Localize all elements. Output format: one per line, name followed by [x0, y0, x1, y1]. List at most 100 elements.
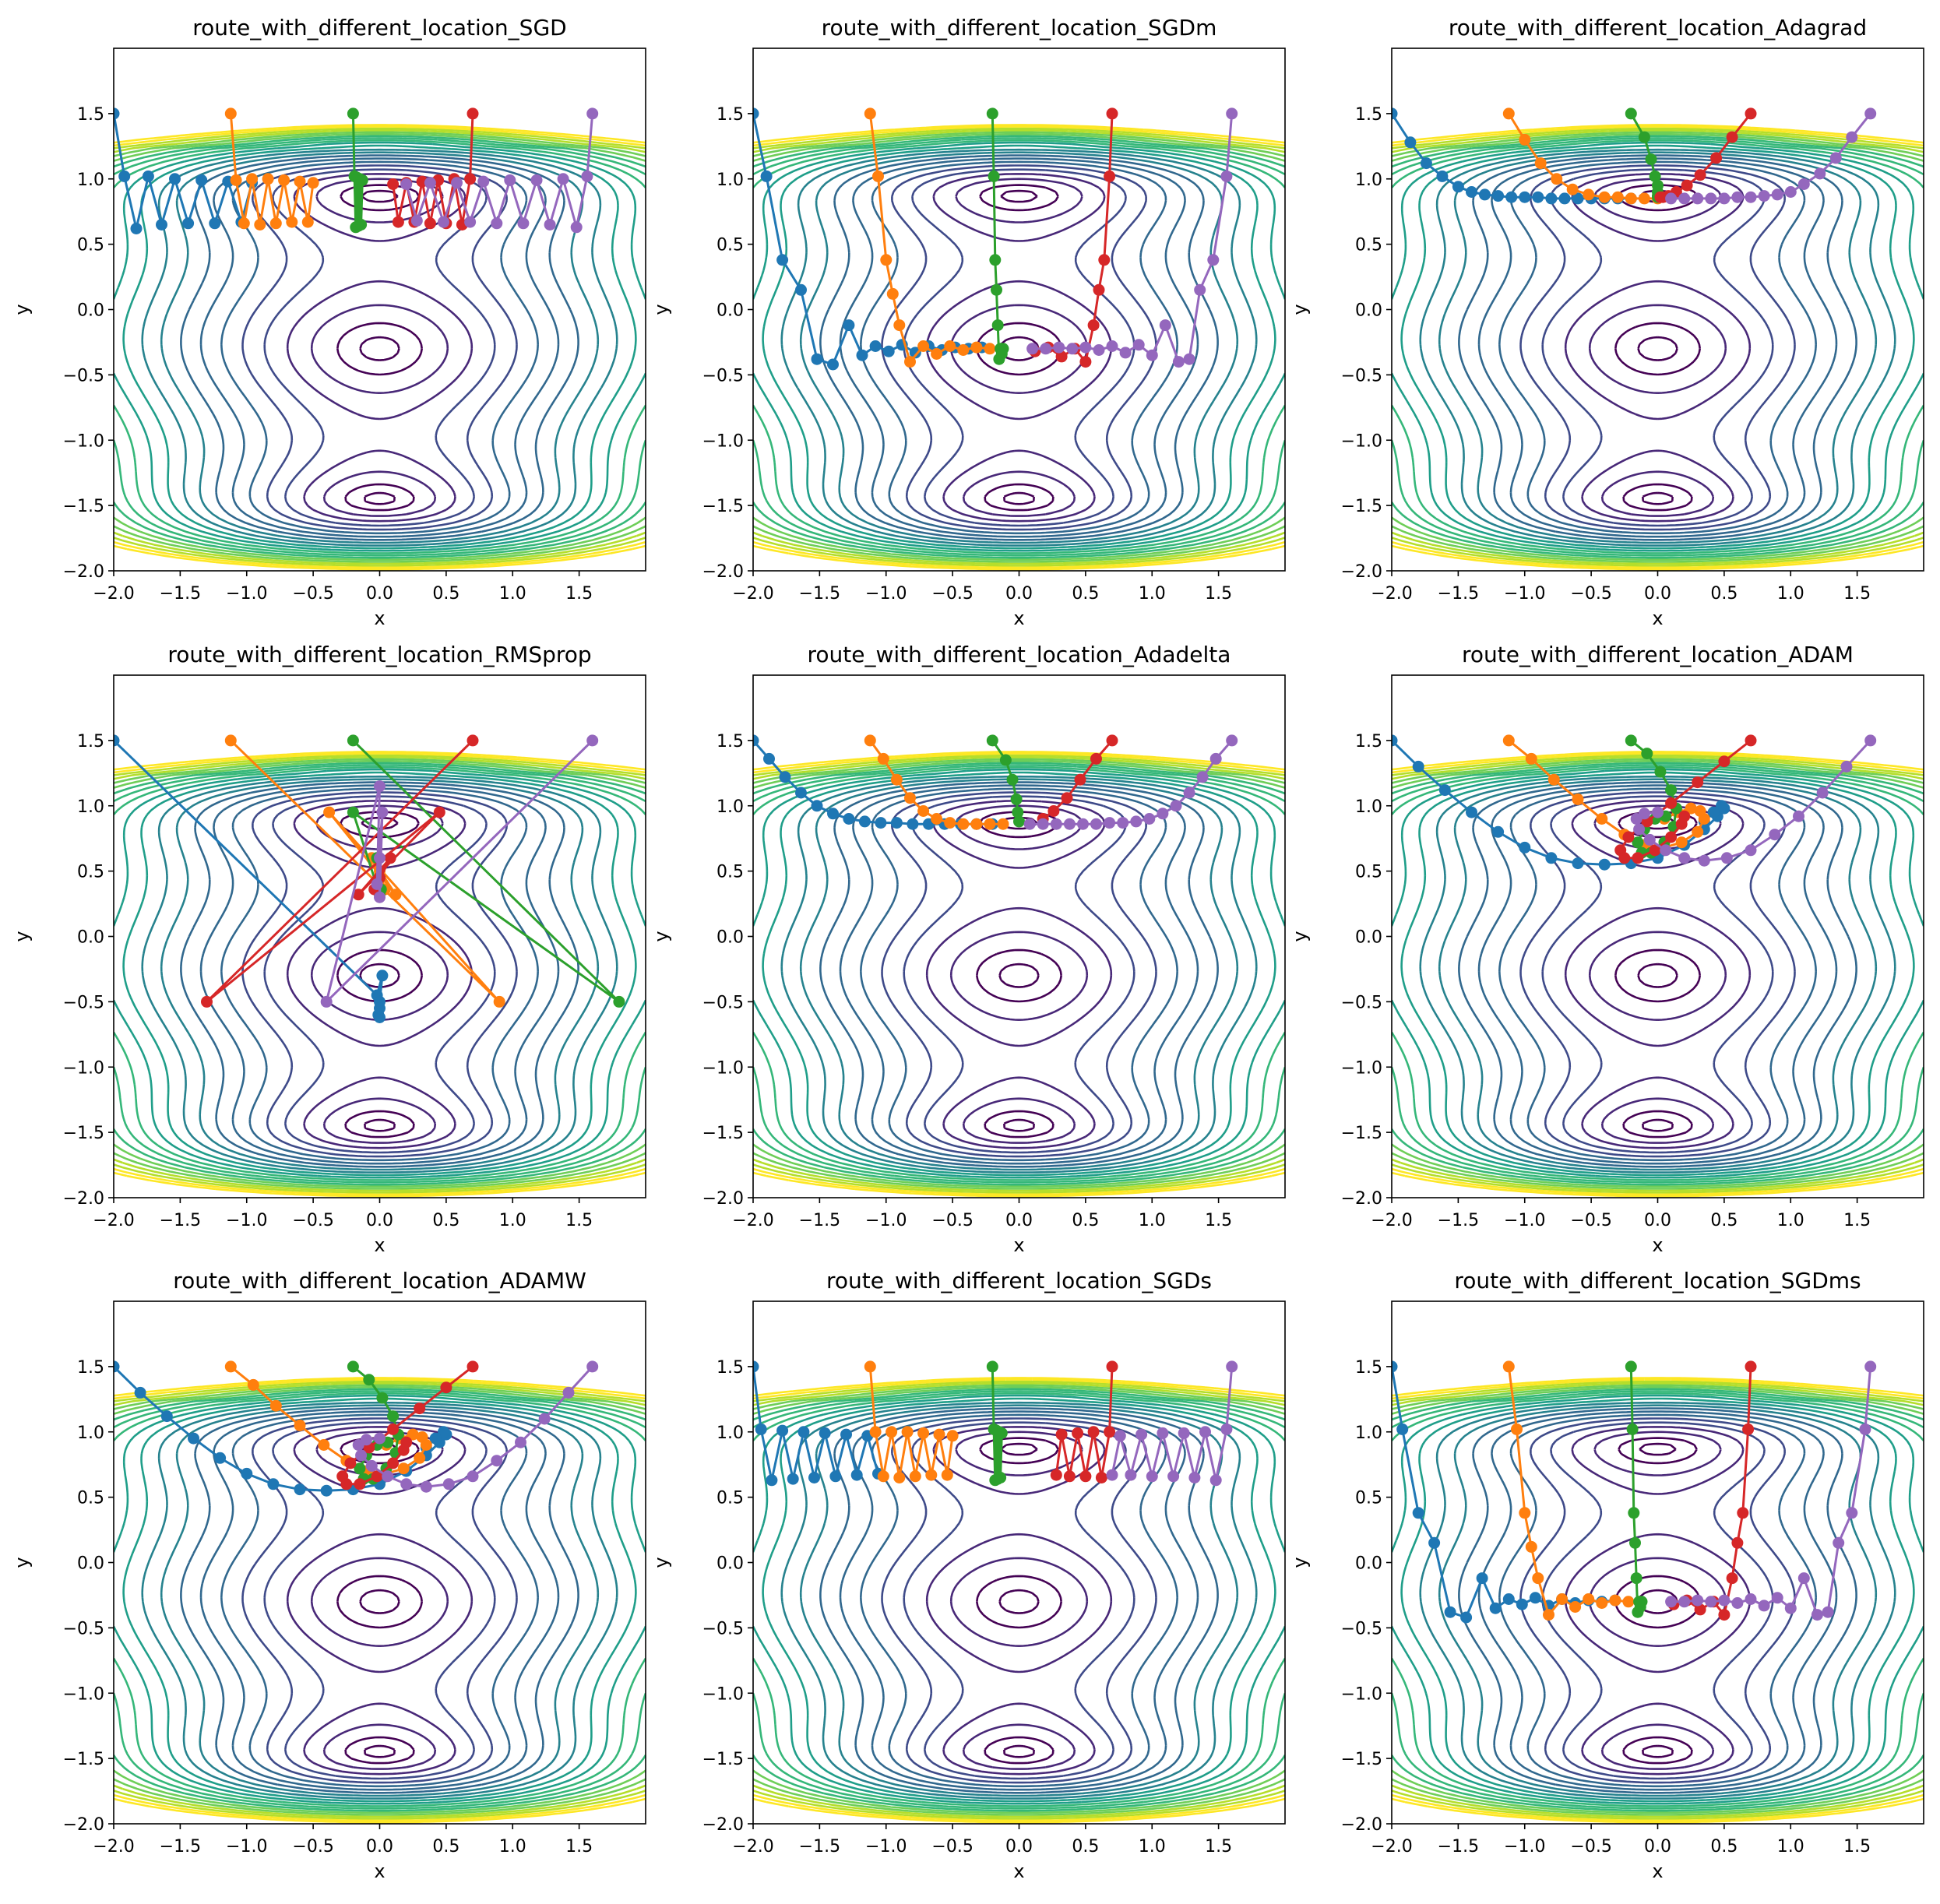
subplot-title: route_with_different_location_ADAMW	[173, 1268, 586, 1293]
y-axis-label: y	[650, 1557, 672, 1568]
contour-line	[1392, 758, 1924, 1190]
route-point	[1412, 760, 1424, 773]
contour-line	[753, 1392, 1285, 1807]
route-point	[201, 995, 213, 1008]
route-point	[557, 173, 569, 185]
route-point	[1745, 844, 1757, 857]
contour-line	[753, 751, 1285, 1198]
x-tick-label: 0.0	[366, 584, 393, 604]
x-axis-label: x	[374, 607, 385, 629]
x-tick-label: 1.0	[1777, 1837, 1804, 1856]
route-point	[467, 1360, 479, 1373]
route-point	[491, 217, 503, 230]
route-point	[1678, 852, 1691, 864]
x-tick-label: −2.0	[93, 1211, 134, 1230]
route-point	[1519, 1507, 1531, 1519]
x-tick-label: 1.0	[1139, 1837, 1166, 1856]
contour-line	[114, 141, 646, 552]
route-point	[753, 107, 759, 120]
contour-line	[114, 139, 646, 554]
route-point	[278, 174, 290, 186]
route-point	[1718, 1609, 1731, 1621]
route-point	[160, 1410, 173, 1423]
contour-line	[1392, 124, 1924, 571]
route-point	[238, 217, 250, 230]
route-point	[1678, 810, 1691, 822]
x-tick-label: 1.0	[499, 1211, 526, 1230]
contour-line	[753, 1394, 1285, 1805]
route-point	[1392, 1360, 1398, 1373]
x-axis-label: x	[1652, 1234, 1663, 1256]
route-point	[917, 340, 930, 352]
route-point	[156, 219, 167, 231]
contour-line	[114, 135, 646, 559]
y-tick-label: −1.5	[63, 1750, 104, 1769]
route-point	[1209, 1474, 1222, 1487]
y-tick-label: −1.5	[702, 1750, 744, 1769]
route-point	[356, 174, 368, 186]
route-point	[1598, 858, 1611, 871]
y-tick-label: 0.0	[716, 1554, 744, 1574]
contour-line	[753, 135, 1285, 559]
x-axis-label: x	[374, 1234, 385, 1256]
y-tick-label: −1.0	[702, 1058, 744, 1078]
x-tick-label: −1.5	[1438, 1211, 1479, 1230]
route-point	[1645, 153, 1657, 166]
y-tick-label: 0.0	[77, 1554, 104, 1574]
route-point	[827, 808, 839, 820]
contour-line	[141, 1401, 618, 1800]
route-point	[1055, 350, 1068, 363]
route-point	[811, 353, 823, 365]
route-point	[1146, 1470, 1158, 1483]
route-point	[864, 734, 876, 747]
contour-line	[753, 1380, 1285, 1820]
y-tick-label: 1.0	[1355, 1424, 1382, 1443]
route-point	[1649, 170, 1661, 182]
contour-line	[114, 1394, 646, 1805]
y-tick-label: 1.5	[77, 1358, 104, 1378]
route-point	[347, 734, 359, 747]
route-line	[868, 1366, 954, 1478]
contour-line	[1400, 771, 1915, 1177]
y-tick-label: 0.5	[716, 863, 744, 882]
y-tick-label: 0.0	[716, 928, 744, 948]
contour-line	[114, 765, 646, 1181]
contour-line	[925, 800, 1113, 1149]
contour-line	[114, 1385, 646, 1814]
contour-line	[160, 1404, 600, 1797]
route-point	[1633, 823, 1646, 836]
route-point	[1558, 192, 1571, 205]
contour-line	[998, 1442, 1040, 1758]
route-point	[944, 340, 956, 352]
contour-line	[114, 756, 646, 1192]
route-point	[1638, 192, 1650, 205]
contour-line	[1392, 1378, 1924, 1822]
contour-line	[753, 754, 1285, 1194]
y-axis-label: y	[1289, 304, 1311, 315]
route-point	[1466, 806, 1477, 818]
y-tick-label: −1.5	[702, 497, 744, 516]
x-axis-label: x	[1652, 607, 1663, 629]
subplot-title: route_with_different_location_RMSprop	[167, 642, 591, 667]
contour-line	[949, 178, 1089, 517]
route-point	[1532, 1572, 1544, 1585]
contour-line	[1541, 1421, 1774, 1780]
route-point	[944, 817, 956, 829]
route-point	[1737, 1507, 1749, 1519]
x-tick-label: 0.0	[1005, 1211, 1033, 1230]
contour-line	[1637, 189, 1678, 505]
y-tick-label: −2.0	[1341, 1815, 1382, 1835]
y-tick-label: 0.5	[77, 236, 104, 255]
route-point	[753, 1360, 759, 1373]
x-tick-label: −1.0	[226, 1211, 267, 1230]
routes	[1392, 734, 1877, 871]
y-tick-label: 1.5	[1355, 1358, 1382, 1378]
contour-line	[780, 1401, 1258, 1800]
route-point	[1157, 1427, 1169, 1439]
subplot-2: −2.0−2.0 −1.5 −1.5 −1.0 −1.0 −0.5 −0.5 0.0 0.0 0.…	[650, 15, 1286, 629]
route-point	[517, 217, 530, 230]
route-point	[1556, 1593, 1569, 1605]
route-point	[864, 1360, 876, 1373]
route-point	[991, 319, 1004, 332]
